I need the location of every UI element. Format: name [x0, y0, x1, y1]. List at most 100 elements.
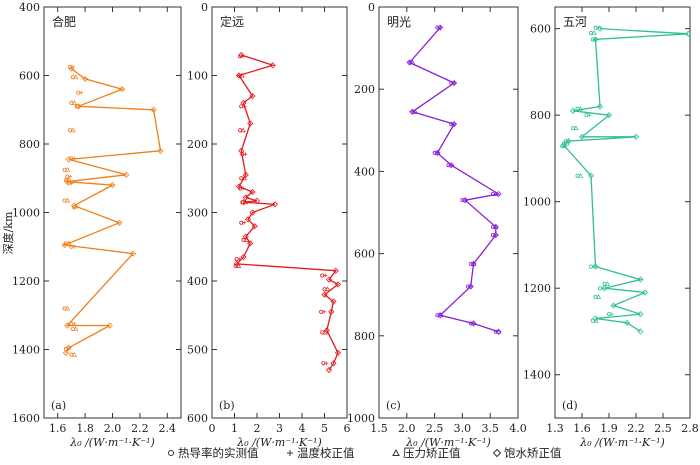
y-tick-label: 1000 — [523, 196, 551, 209]
x-tick-label: 2.5 — [654, 422, 672, 435]
pressure-point — [64, 197, 71, 203]
legend-label: 压力矫正值 — [403, 446, 461, 460]
x-tick-label: 3 — [276, 422, 283, 435]
y-tick-label: 1000 — [347, 412, 375, 425]
series-line — [235, 54, 340, 371]
y-tick-label: 1400 — [523, 369, 551, 382]
panel-title: 明光 — [387, 15, 411, 29]
legend-label: 热导率的实测值 — [178, 446, 259, 460]
x-tick-label: 3.0 — [454, 422, 472, 435]
saturation-point — [623, 319, 631, 326]
pressure-point — [71, 351, 77, 357]
y-tick-label: 600 — [530, 23, 551, 36]
pressure-point — [435, 150, 441, 155]
saturation-point — [251, 223, 258, 230]
saturation-point — [569, 107, 577, 114]
saturation-point — [240, 99, 247, 106]
pressure-point — [73, 74, 79, 80]
saturation-point — [334, 349, 342, 356]
x-tick-label: 0 — [209, 422, 216, 435]
x-axis-label: λ₀ /(W·m⁻¹·K⁻¹) — [579, 436, 665, 449]
saturation-point — [641, 289, 649, 296]
plot-frame — [378, 6, 519, 419]
y-tick-label: 400 — [354, 165, 375, 178]
x-axis-label: λ₀ /(W·m⁻¹·K⁻¹) — [69, 436, 155, 449]
x-tick-label: 2.0 — [104, 422, 122, 435]
saturation-point — [409, 108, 416, 115]
saturation-point — [334, 281, 342, 288]
saturation-point — [592, 36, 599, 43]
saturation-point — [123, 171, 130, 178]
x-tick-label: 3.5 — [481, 422, 499, 435]
legend-item: 热导率的实测值 — [168, 446, 259, 460]
saturation-point — [470, 260, 477, 267]
legend-marker-circle — [168, 450, 174, 456]
x-tick-label: 1 — [231, 422, 238, 435]
saturation-point — [65, 344, 72, 351]
x-tick-label: 1.9 — [600, 422, 618, 435]
saturation-point — [565, 138, 572, 145]
y-tick-label: 400 — [187, 275, 208, 288]
x-tick-label: 1.6 — [49, 422, 67, 435]
saturation-point — [65, 156, 72, 163]
x-tick-label: 4 — [299, 422, 306, 435]
y-tick-label: 1200 — [12, 275, 40, 288]
plot-frame — [554, 6, 691, 419]
pressure-point — [324, 286, 331, 292]
temperature-point — [68, 174, 73, 179]
saturation-point — [437, 312, 444, 319]
temperature-point — [610, 312, 614, 317]
saturation-point — [242, 171, 249, 178]
saturation-point — [233, 260, 240, 267]
series-line — [61, 68, 162, 354]
saturation-point — [332, 267, 339, 274]
saturation-point — [450, 121, 458, 128]
saturation-point — [242, 194, 249, 201]
saturation-point — [610, 302, 617, 309]
saturation-point — [605, 112, 613, 119]
saturation-point — [632, 133, 640, 140]
saturation-point — [323, 327, 330, 334]
saturation-point — [325, 276, 333, 283]
legend-marker-plus — [287, 450, 293, 456]
y-tick-label: 1000 — [12, 207, 40, 220]
saturation-point — [592, 315, 599, 322]
saturation-point — [321, 291, 328, 298]
legend-label: 温度校正值 — [297, 446, 355, 460]
y-tick-label: 300 — [187, 207, 208, 220]
legend-item: 饱水矫正值 — [492, 446, 562, 460]
saturation-point — [109, 182, 116, 189]
saturation-point — [242, 233, 249, 240]
x-tick-label: 6 — [344, 422, 351, 435]
saturation-point — [467, 283, 474, 290]
y-tick-label: 500 — [187, 344, 208, 357]
saturation-point — [325, 366, 333, 374]
saturation-point — [253, 197, 261, 204]
temperature-point — [324, 361, 329, 366]
x-tick-label: 2.0 — [398, 422, 416, 435]
saturation-point — [330, 298, 337, 305]
pressure-point — [595, 294, 602, 299]
saturation-point — [75, 103, 82, 110]
pressure-point — [71, 100, 77, 105]
pressure-point — [573, 125, 579, 131]
saturation-point — [238, 51, 245, 59]
saturation-point — [406, 59, 413, 66]
pressure-point — [73, 326, 79, 331]
saturation-point — [235, 72, 243, 79]
y-tick-label: 800 — [530, 109, 551, 122]
saturation-point — [587, 172, 595, 179]
x-tick-label: 1.6 — [573, 422, 591, 435]
legend-item: 压力矫正值 — [392, 446, 461, 460]
panel-title: 定远 — [220, 14, 244, 29]
legend-marker-diamond — [492, 448, 502, 458]
saturation-point — [434, 149, 441, 156]
saturation-point — [328, 308, 335, 315]
saturation-point — [116, 219, 123, 226]
panel-1: 400 600 800 1000 1200 1400 1600 1.6 1.8 2.0 2.2 2.4… — [12, 1, 182, 449]
y-tick-label: 0 — [368, 1, 375, 14]
saturation-point — [150, 106, 157, 113]
series-line — [408, 27, 501, 333]
plot-frame — [43, 6, 182, 419]
